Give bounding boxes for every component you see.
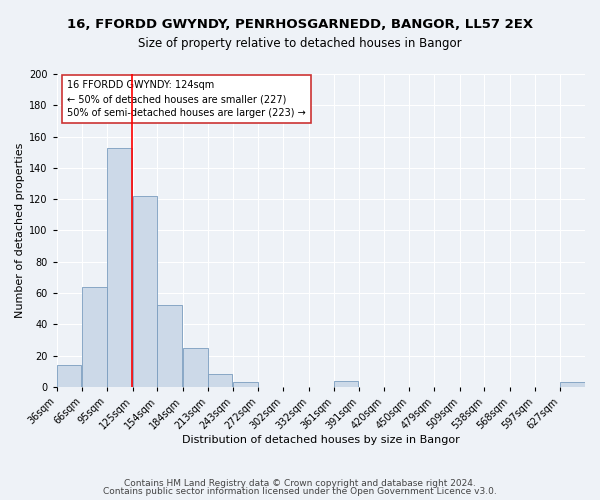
X-axis label: Distribution of detached houses by size in Bangor: Distribution of detached houses by size … (182, 435, 460, 445)
Text: 16, FFORDD GWYNDY, PENRHOSGARNEDD, BANGOR, LL57 2EX: 16, FFORDD GWYNDY, PENRHOSGARNEDD, BANGO… (67, 18, 533, 30)
Text: 16 FFORDD GWYNDY: 124sqm
← 50% of detached houses are smaller (227)
50% of semi-: 16 FFORDD GWYNDY: 124sqm ← 50% of detach… (67, 80, 306, 118)
Bar (82, 286, 107, 387)
Bar (56, 365, 82, 387)
Bar (107, 148, 131, 387)
Text: Contains HM Land Registry data © Crown copyright and database right 2024.: Contains HM Land Registry data © Crown c… (124, 478, 476, 488)
Bar (133, 196, 157, 387)
Bar (183, 348, 208, 387)
Y-axis label: Number of detached properties: Number of detached properties (15, 142, 25, 318)
Bar (233, 382, 258, 387)
Bar (560, 382, 585, 387)
Text: Contains public sector information licensed under the Open Government Licence v3: Contains public sector information licen… (103, 488, 497, 496)
Bar (157, 306, 182, 387)
Bar (208, 374, 232, 387)
Text: Size of property relative to detached houses in Bangor: Size of property relative to detached ho… (138, 38, 462, 51)
Bar (334, 380, 358, 387)
